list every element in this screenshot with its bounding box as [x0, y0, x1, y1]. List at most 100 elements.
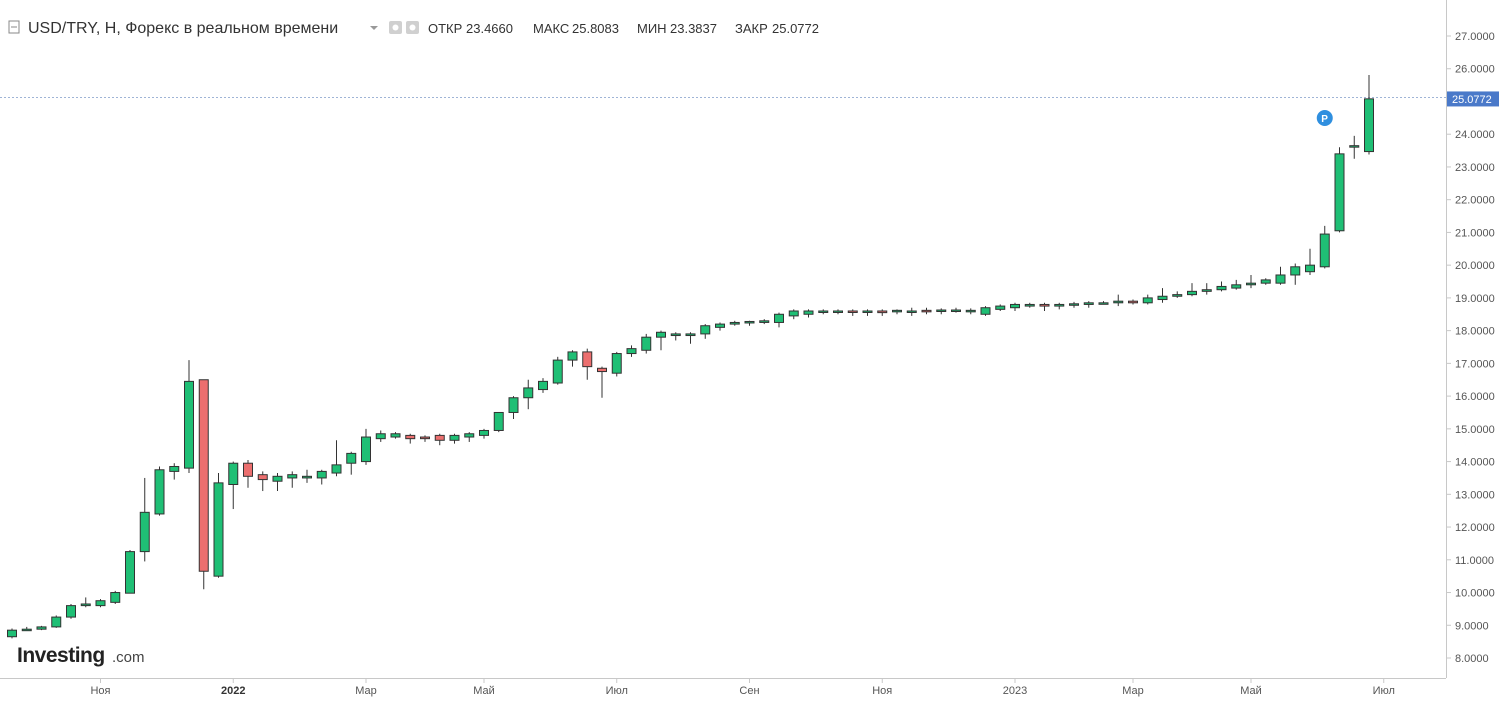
logo-domain: .com [112, 649, 145, 666]
x-tick-label: Июл [606, 685, 628, 697]
x-tick-label: Май [473, 685, 495, 697]
candle [921, 307, 932, 315]
candle-body [980, 307, 991, 315]
candle [316, 469, 327, 485]
candle-body [744, 320, 755, 324]
candle-body [464, 433, 475, 438]
candle [493, 411, 504, 433]
candle [1260, 278, 1271, 285]
candle-body [1010, 303, 1020, 309]
candle [611, 351, 622, 377]
x-tick-label: 2023 [1003, 685, 1027, 697]
candle [759, 319, 770, 325]
dropdown-chevron-icon[interactable] [370, 26, 378, 30]
candle-body [567, 351, 578, 361]
y-tick-label: 21.0000 [1455, 227, 1495, 239]
candle-body [1290, 266, 1301, 276]
candle [582, 348, 593, 380]
y-tick-label: 18.0000 [1455, 326, 1495, 338]
candle-body [1113, 300, 1124, 304]
candle-body [1334, 153, 1345, 232]
open-value: 23.4660 [466, 21, 513, 36]
candle [302, 469, 312, 483]
candle-body [1305, 264, 1315, 273]
candle-body [877, 310, 888, 314]
x-tick-label: Сен [739, 685, 759, 697]
candle [110, 590, 121, 604]
candle-body [169, 465, 180, 472]
candle [36, 625, 47, 631]
candle-body [729, 321, 740, 325]
candle-body [434, 434, 445, 441]
candle-body [449, 434, 460, 441]
chart-header: USD/TRY, H, Форекс в реальном времени ОТ… [8, 20, 819, 37]
candle [169, 463, 180, 480]
candle-body [331, 464, 342, 474]
candle-body [921, 309, 932, 313]
candle [1054, 302, 1065, 310]
y-tick-label: 23.0000 [1455, 162, 1495, 174]
candle [51, 615, 62, 628]
y-tick-label: 16.0000 [1455, 391, 1495, 403]
candle-body [1054, 303, 1065, 307]
candle-body [1260, 279, 1271, 284]
candle [272, 473, 283, 492]
candle-body [272, 475, 283, 482]
candle [818, 309, 829, 315]
y-tick-label: 20.0000 [1455, 260, 1495, 272]
candle [1319, 225, 1330, 269]
candle [1246, 274, 1256, 289]
candle [1290, 263, 1301, 285]
candle-body [361, 436, 371, 463]
candle [184, 360, 194, 474]
candle-body [213, 482, 224, 577]
candle [774, 312, 784, 328]
candle-body [847, 310, 858, 313]
candle [449, 433, 460, 444]
candle-body [1364, 98, 1374, 153]
candle-body [287, 474, 298, 479]
candle [405, 433, 416, 444]
candle [670, 332, 681, 341]
candle-body [803, 310, 814, 315]
candle [995, 304, 1006, 311]
candle-body [125, 551, 135, 594]
y-tick-label: 15.0000 [1455, 424, 1495, 436]
candle [479, 428, 489, 439]
candle-body [1128, 300, 1138, 304]
candle-body [405, 434, 416, 440]
investing-logo: Investing .com [17, 644, 145, 667]
candle-body [936, 309, 947, 313]
candle-body [995, 305, 1006, 310]
candle-body [228, 462, 239, 485]
y-tick-label: 14.0000 [1455, 457, 1495, 469]
last-price-label: 25.0772 [1452, 94, 1492, 106]
candle-body [641, 336, 652, 351]
candle [626, 345, 637, 357]
candle-body [1039, 303, 1050, 307]
candle-body [788, 310, 799, 317]
candle-body [1201, 289, 1212, 292]
candle [965, 308, 976, 315]
candle [715, 322, 725, 331]
candle-body [375, 433, 386, 440]
candle-body [110, 592, 121, 603]
candle [80, 597, 91, 608]
low-label: МИН [637, 21, 667, 36]
candle-body [700, 325, 711, 335]
candle [1069, 301, 1079, 308]
candle-body [243, 462, 253, 477]
x-tick-label: Мар [355, 685, 377, 697]
candle-body [184, 380, 194, 469]
candle [685, 332, 696, 344]
y-axis: 8.0000 9.0000 10.0000 11.0000 12.0000 13.0000… [1446, 31, 1495, 665]
chart-title: USD/TRY, H, Форекс в реальном времени [28, 20, 338, 37]
y-tick-label: 17.0000 [1455, 358, 1495, 370]
candle [213, 473, 224, 578]
event-marker[interactable]: P [1316, 110, 1333, 126]
candle [434, 433, 445, 446]
candle [1231, 279, 1242, 290]
candle [803, 309, 814, 318]
candle-body [906, 310, 917, 313]
